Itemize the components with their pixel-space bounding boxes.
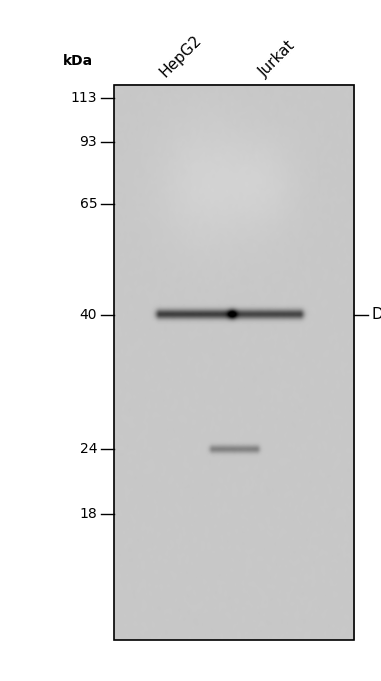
- Text: DFF40: DFF40: [371, 307, 381, 322]
- Text: kDa: kDa: [63, 54, 93, 68]
- Text: 65: 65: [80, 197, 97, 211]
- Text: 40: 40: [80, 308, 97, 321]
- Text: Jurkat: Jurkat: [256, 37, 298, 80]
- Text: 18: 18: [79, 507, 97, 521]
- Text: 113: 113: [70, 91, 97, 105]
- Bar: [114, 85, 354, 640]
- Text: 93: 93: [80, 135, 97, 148]
- Text: 24: 24: [80, 443, 97, 456]
- Text: HepG2: HepG2: [157, 32, 205, 80]
